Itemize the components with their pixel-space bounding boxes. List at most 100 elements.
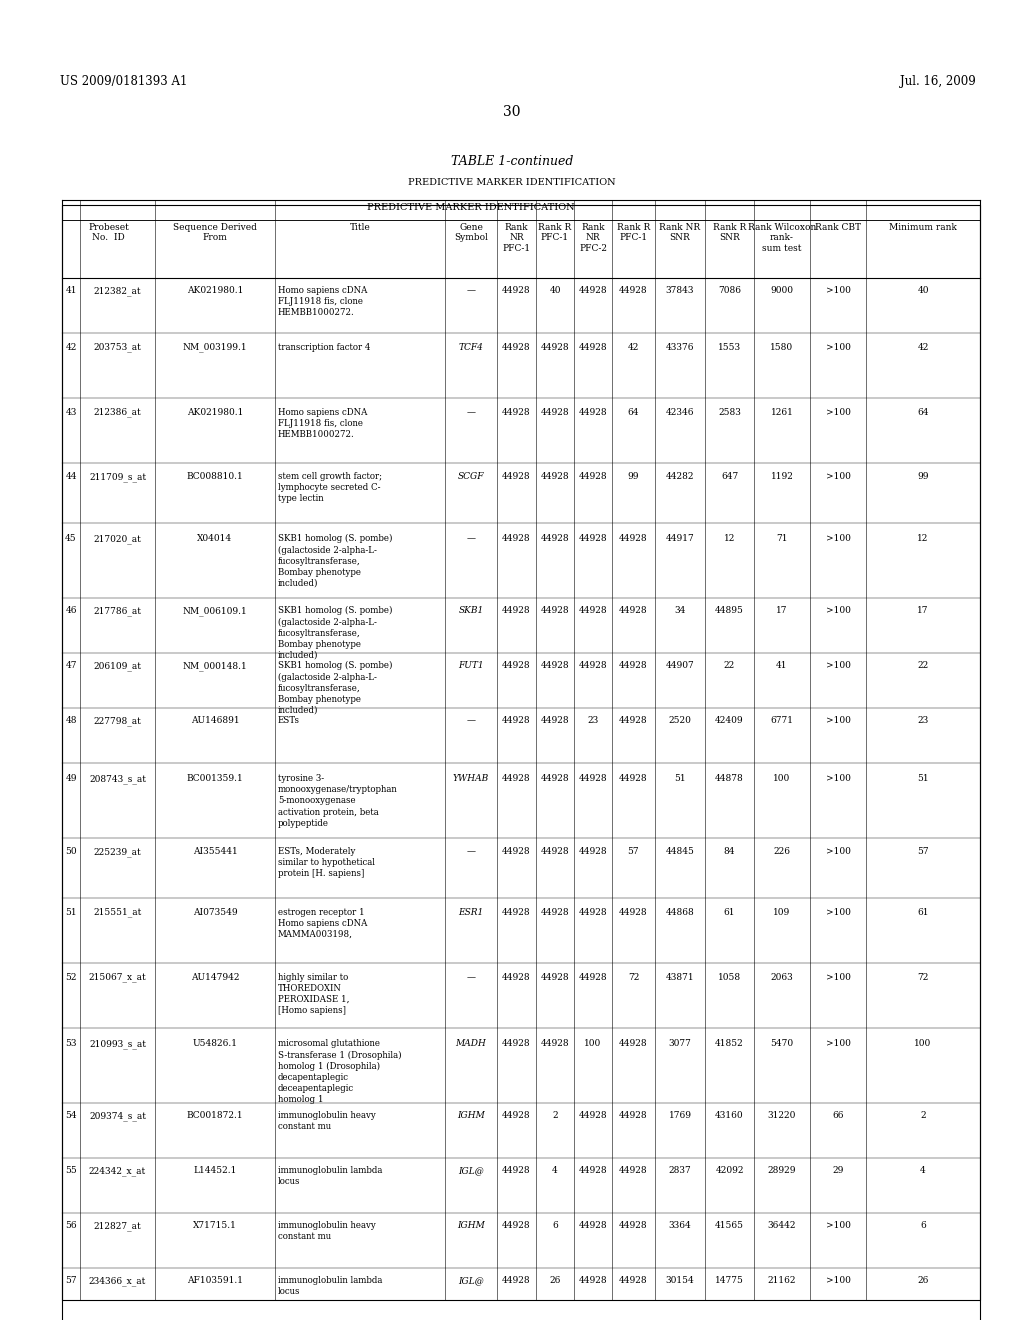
Text: 84: 84 (724, 847, 735, 855)
Text: FUT1: FUT1 (458, 661, 483, 671)
Text: transcription factor 4: transcription factor 4 (278, 343, 371, 351)
Text: 45: 45 (66, 535, 77, 544)
Text: 44928: 44928 (579, 973, 607, 982)
Text: 71: 71 (776, 535, 787, 544)
Text: >100: >100 (825, 847, 851, 855)
Text: BC001359.1: BC001359.1 (186, 775, 244, 783)
Text: 5470: 5470 (770, 1039, 794, 1048)
Text: 44928: 44928 (541, 408, 569, 417)
Text: >100: >100 (825, 408, 851, 417)
Text: 44928: 44928 (541, 606, 569, 615)
Text: 44928: 44928 (579, 1111, 607, 1121)
Text: 17: 17 (918, 606, 929, 615)
Text: 41: 41 (66, 286, 77, 296)
Text: NM_000148.1: NM_000148.1 (182, 661, 248, 671)
Text: SKB1 homolog (S. pombe)
(galactoside 2-alpha-L-
fucosyltransferase,
Bombay pheno: SKB1 homolog (S. pombe) (galactoside 2-a… (278, 661, 392, 715)
Text: tyrosine 3-
monooxygenase/tryptophan
5-monooxygenase
activation protein, beta
po: tyrosine 3- monooxygenase/tryptophan 5-m… (278, 775, 397, 828)
Text: 100: 100 (914, 1039, 932, 1048)
Text: NM_003199.1: NM_003199.1 (182, 343, 248, 352)
Text: SKB1 homolog (S. pombe)
(galactoside 2-alpha-L-
fucosyltransferase,
Bombay pheno: SKB1 homolog (S. pombe) (galactoside 2-a… (278, 535, 392, 587)
Text: 44928: 44928 (620, 535, 648, 544)
Text: —: — (467, 847, 475, 855)
Text: 9000: 9000 (770, 286, 794, 296)
Text: 44928: 44928 (502, 973, 530, 982)
Text: SKB1: SKB1 (459, 606, 483, 615)
Text: 44928: 44928 (541, 1039, 569, 1048)
Text: 61: 61 (724, 908, 735, 917)
Text: >100: >100 (825, 717, 851, 725)
Text: 99: 99 (918, 473, 929, 480)
Text: AI355441: AI355441 (193, 847, 238, 855)
Text: 109: 109 (773, 908, 791, 917)
Text: 61: 61 (918, 908, 929, 917)
Text: TABLE 1-continued: TABLE 1-continued (451, 154, 573, 168)
Text: 44895: 44895 (715, 606, 744, 615)
Text: 1553: 1553 (718, 343, 741, 351)
Text: 1580: 1580 (770, 343, 794, 351)
Text: AI073549: AI073549 (193, 908, 238, 917)
Text: Rank NR
SNR: Rank NR SNR (659, 223, 700, 243)
Text: immunoglobulin lambda
locus: immunoglobulin lambda locus (278, 1167, 382, 1187)
Text: 57: 57 (918, 847, 929, 855)
Text: 44928: 44928 (579, 473, 607, 480)
Text: 2583: 2583 (718, 408, 741, 417)
Text: 100: 100 (585, 1039, 602, 1048)
Text: 47: 47 (66, 661, 77, 671)
Text: 1192: 1192 (771, 473, 794, 480)
Text: 37843: 37843 (666, 286, 694, 296)
Text: 28929: 28929 (768, 1167, 797, 1175)
Text: 44928: 44928 (579, 408, 607, 417)
Text: 44928: 44928 (541, 973, 569, 982)
Text: 1261: 1261 (771, 408, 794, 417)
Text: 44928: 44928 (620, 1276, 648, 1286)
Text: 42: 42 (918, 343, 929, 351)
Text: Rank R
SNR: Rank R SNR (713, 223, 746, 243)
Text: 226: 226 (773, 847, 791, 855)
Text: 44928: 44928 (620, 717, 648, 725)
Text: 44928: 44928 (541, 473, 569, 480)
Text: X04014: X04014 (198, 535, 232, 544)
Text: >100: >100 (825, 908, 851, 917)
Text: 14775: 14775 (715, 1276, 744, 1286)
Text: 51: 51 (918, 775, 929, 783)
Text: 44: 44 (66, 473, 77, 480)
Text: 42092: 42092 (715, 1167, 743, 1175)
Text: 6: 6 (921, 1221, 926, 1230)
Text: 44928: 44928 (541, 661, 569, 671)
Text: 6771: 6771 (770, 717, 794, 725)
Text: Minimum rank: Minimum rank (889, 223, 957, 232)
Text: 42: 42 (66, 343, 77, 351)
Text: 224342_x_at: 224342_x_at (89, 1167, 146, 1176)
Text: ESTs, Moderately
similar to hypothetical
protein [H. sapiens]: ESTs, Moderately similar to hypothetical… (278, 847, 375, 878)
Text: PREDICTIVE MARKER IDENTIFICATION: PREDICTIVE MARKER IDENTIFICATION (368, 203, 574, 213)
Text: 44845: 44845 (666, 847, 694, 855)
Text: 56: 56 (66, 1221, 77, 1230)
Text: >100: >100 (825, 775, 851, 783)
Text: Rank
NR
PFC-2: Rank NR PFC-2 (579, 223, 607, 253)
Text: 44928: 44928 (620, 1167, 648, 1175)
Text: 64: 64 (918, 408, 929, 417)
Text: Jul. 16, 2009: Jul. 16, 2009 (900, 75, 976, 88)
Text: NM_006109.1: NM_006109.1 (182, 606, 248, 616)
Text: 209374_s_at: 209374_s_at (89, 1111, 146, 1121)
Text: 21162: 21162 (768, 1276, 797, 1286)
Text: 44928: 44928 (502, 1221, 530, 1230)
Text: Title: Title (349, 223, 371, 232)
Text: 44928: 44928 (620, 606, 648, 615)
Text: SCGF: SCGF (458, 473, 484, 480)
Text: 42: 42 (628, 343, 639, 351)
Text: 52: 52 (66, 973, 77, 982)
Text: BC001872.1: BC001872.1 (186, 1111, 244, 1121)
Text: 217020_at: 217020_at (93, 535, 141, 544)
Text: 72: 72 (918, 973, 929, 982)
Text: 44928: 44928 (502, 473, 530, 480)
Text: 44928: 44928 (502, 775, 530, 783)
Text: 208743_s_at: 208743_s_at (89, 775, 146, 784)
Text: 44928: 44928 (502, 1167, 530, 1175)
Text: 12: 12 (918, 535, 929, 544)
Text: 31220: 31220 (768, 1111, 797, 1121)
Text: >100: >100 (825, 606, 851, 615)
Text: >100: >100 (825, 535, 851, 544)
Text: Rank
NR
PFC-1: Rank NR PFC-1 (503, 223, 530, 253)
Text: 44928: 44928 (620, 286, 648, 296)
